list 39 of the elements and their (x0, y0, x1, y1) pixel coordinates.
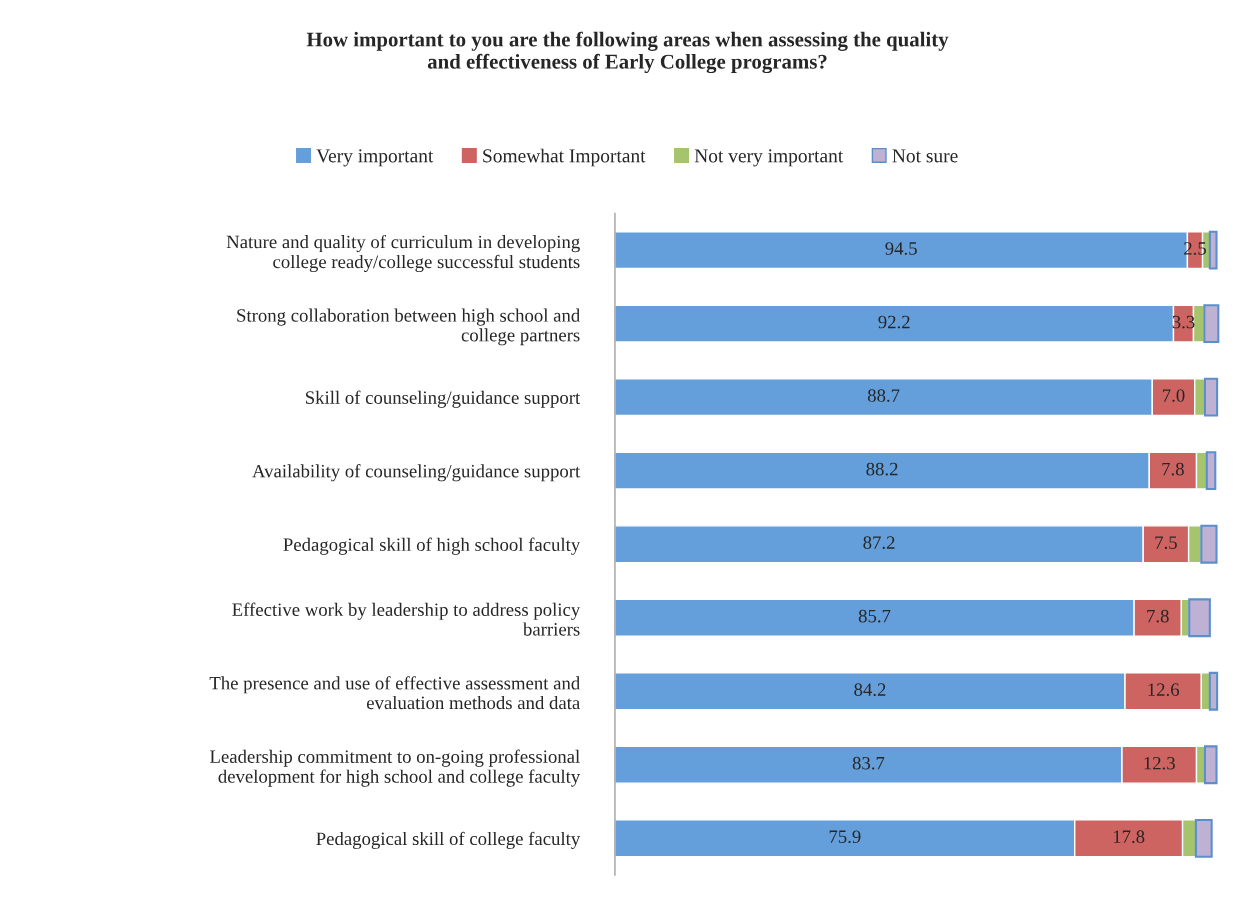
legend-label: Somewhat Important (483, 148, 646, 167)
bar (1194, 818, 1213, 858)
bar (1203, 377, 1219, 417)
data-label: 7.8 (1147, 609, 1169, 623)
data-label: 17.8 (1113, 830, 1145, 844)
legend-label: Very important (316, 149, 434, 167)
data-label: 7.0 (1163, 389, 1185, 402)
data-label: 75.9 (829, 830, 861, 844)
bar (1208, 671, 1219, 711)
bar (1203, 745, 1218, 785)
bar (1203, 304, 1220, 344)
y-tick-label: Effective work by leadership to address policy barriers (232, 602, 581, 636)
y-tick-label: The presence and use of effective assessment and evaluation methods and data (209, 676, 580, 710)
y-tick-label: Nature and quality of curriculum in developing college ready/college successful students (226, 234, 580, 273)
data-label: 87.2 (863, 536, 895, 549)
bar (1205, 451, 1217, 491)
y-tick-label: Pedagogical skill of high school faculty (283, 537, 581, 555)
data-label: 88.7 (867, 389, 900, 402)
y-tick-label: Pedagogical skill of college faculty (316, 831, 581, 849)
data-label: 7.8 (1162, 462, 1184, 476)
y-tick-label: Strong collaboration between high school and college partners (237, 308, 580, 346)
data-label: 92.2 (878, 315, 910, 329)
bar (1200, 524, 1218, 564)
y-tick-label: Skill of counseling/guidance support (306, 390, 581, 408)
data-label: 83.7 (852, 756, 885, 770)
bar (1208, 230, 1218, 270)
legend-label: Not sure (892, 149, 958, 163)
data-label: 12.6 (1148, 683, 1180, 697)
data-label: 88.2 (866, 462, 898, 476)
chart-title: How important to you are the following areas when assessing the quality and effectiveness of Early College programs? (306, 31, 949, 74)
data-label: 84.2 (854, 683, 886, 697)
data-label: 85.7 (858, 609, 891, 623)
data-label: 7.5 (1155, 536, 1177, 549)
y-tick-label: Availability of counseling/guidance support (252, 464, 581, 482)
y-tick-label: Leadership commitment to on-going professional development for high school and college faculty (210, 749, 581, 787)
bar (1188, 598, 1211, 638)
data-label: 12.3 (1144, 756, 1175, 770)
legend-label: Not very important (694, 149, 844, 167)
data-label: 94.5 (885, 242, 917, 255)
